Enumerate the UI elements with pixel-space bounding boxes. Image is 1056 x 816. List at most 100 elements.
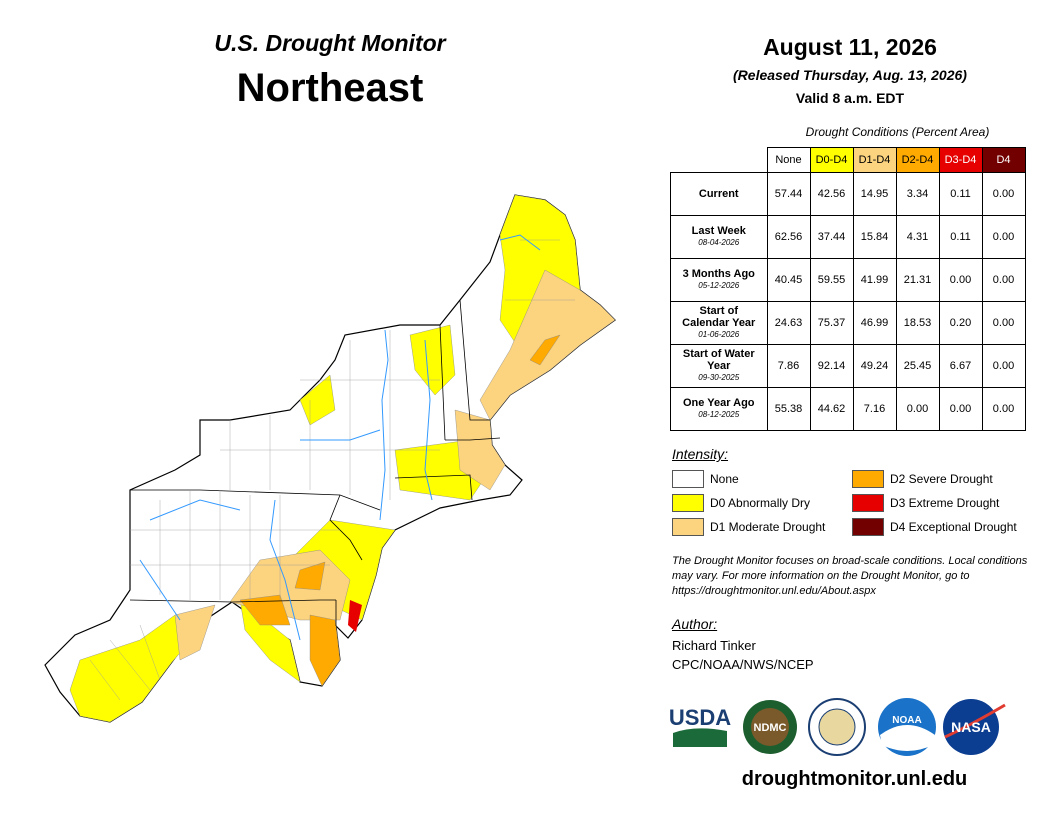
- table-row: Start of Calendar Year 01-06-2026 24.63 75.…: [670, 301, 1026, 345]
- row-label: Start of Water Year 09-30-2025: [670, 344, 768, 388]
- column-header: None: [766, 147, 811, 173]
- cell: 25.45: [895, 344, 940, 388]
- row-name: 3 Months Ago: [682, 268, 755, 280]
- legend-label: None: [710, 472, 739, 486]
- cell: 0.00: [981, 258, 1026, 302]
- cell: 15.84: [852, 215, 897, 259]
- cell: 40.45: [766, 258, 811, 302]
- legend-item: D4 Exceptional Drought: [852, 518, 1017, 536]
- cell: 57.44: [766, 172, 811, 216]
- row-label: Last Week 08-04-2026: [670, 215, 768, 259]
- cell: 7.86: [766, 344, 811, 388]
- cell: 75.37: [809, 301, 854, 345]
- cell: 41.99: [852, 258, 897, 302]
- column-header: D4: [981, 147, 1026, 173]
- cell: 4.31: [895, 215, 940, 259]
- legend-label: D2 Severe Drought: [890, 472, 993, 486]
- cell: 21.31: [895, 258, 940, 302]
- row-date: 08-04-2026: [698, 238, 740, 247]
- row-label: One Year Ago 08-12-2025: [670, 387, 768, 431]
- cell: 0.00: [981, 387, 1026, 431]
- author-org: CPC/NOAA/NWS/NCEP: [672, 657, 814, 672]
- legend-swatch: [672, 470, 704, 488]
- cell: 6.67: [938, 344, 983, 388]
- cell: 18.53: [895, 301, 940, 345]
- d3-area: [348, 600, 362, 632]
- legend-swatch: [672, 518, 704, 536]
- legend-swatch: [852, 470, 884, 488]
- cell: 0.00: [981, 301, 1026, 345]
- logo-text: USDA: [669, 705, 731, 730]
- table-row: Start of Water Year 09-30-2025 7.86 92.14 49…: [670, 344, 1026, 388]
- author-name: Richard Tinker: [672, 638, 756, 653]
- legend-item: D2 Severe Drought: [852, 470, 993, 488]
- row-date: 08-12-2025: [698, 410, 740, 419]
- author-title: Author:: [672, 616, 718, 632]
- map: [44, 194, 616, 723]
- cell: 0.20: [938, 301, 983, 345]
- legend-item: None: [672, 470, 739, 488]
- table-row: Last Week 08-04-2026 62.56 37.44 15.84 4.31 0.…: [670, 215, 1026, 259]
- row-label: 3 Months Ago 05-12-2026: [670, 258, 768, 302]
- row-name: Last Week: [691, 225, 746, 237]
- cell: 42.56: [809, 172, 854, 216]
- logos: USDA NDMC NOAA NASA: [669, 698, 1006, 756]
- cell: 37.44: [809, 215, 854, 259]
- corner: [671, 148, 768, 173]
- cell: 92.14: [809, 344, 854, 388]
- legend-item: D1 Moderate Drought: [672, 518, 825, 536]
- row-label: Current: [670, 172, 768, 216]
- conditions-table: None D0-D4 D1-D4 D2-D4 D3-D4 D4 Current 57.44 42…: [670, 147, 1026, 431]
- cell: 7.16: [852, 387, 897, 431]
- release-date: (Released Thursday, Aug. 13, 2026): [733, 67, 967, 83]
- table-row: One Year Ago 08-12-2025 55.38 44.62 7.16 0.00…: [670, 387, 1026, 431]
- header-row: None D0-D4 D1-D4 D2-D4 D3-D4 D4: [671, 147, 1026, 173]
- d2-areas: [239, 334, 561, 687]
- cell: 0.00: [981, 344, 1026, 388]
- table-row: Current 57.44 42.56 14.95 3.34 0.11 0.00: [670, 172, 1026, 216]
- legend-label: D3 Extreme Drought: [890, 496, 1000, 510]
- legend-swatch: [672, 494, 704, 512]
- cell: 0.11: [938, 215, 983, 259]
- row-name: Current: [698, 188, 739, 200]
- cell: 62.56: [766, 215, 811, 259]
- cell: 49.24: [852, 344, 897, 388]
- column-header: D3-D4: [938, 147, 983, 173]
- county-lines: [89, 239, 575, 701]
- row-name: One Year Ago: [682, 397, 755, 409]
- cell: 3.34: [895, 172, 940, 216]
- cell: 0.00: [938, 387, 983, 431]
- legend-title: Intensity:: [672, 446, 729, 462]
- cell: 0.11: [938, 172, 983, 216]
- cell: 0.00: [895, 387, 940, 431]
- cell: 44.62: [809, 387, 854, 431]
- table-row: 3 Months Ago 05-12-2026 40.45 59.55 41.99 21.…: [670, 258, 1026, 302]
- url: droughtmonitor.unl.edu: [741, 768, 968, 790]
- valid-time: Valid 8 a.m. EDT: [795, 90, 905, 106]
- row-name: Start of Calendar Year: [682, 305, 756, 329]
- row-date: 09-30-2025: [698, 373, 740, 382]
- cell: 55.38: [766, 387, 811, 431]
- cell: 0.00: [981, 215, 1026, 259]
- row-date: 01-06-2026: [698, 330, 740, 339]
- state-lines: [129, 299, 501, 626]
- cell: 59.55: [809, 258, 854, 302]
- logo-text: NDMC: [754, 722, 787, 734]
- date-title: August 11, 2026: [763, 34, 937, 60]
- row-date: 05-12-2026: [698, 281, 740, 290]
- rivers: [139, 234, 541, 641]
- cell: 24.63: [766, 301, 811, 345]
- legend-label: D0 Abnormally Dry: [710, 496, 811, 510]
- row-label: Start of Calendar Year 01-06-2026: [670, 301, 768, 345]
- cell: 0.00: [981, 172, 1026, 216]
- legend-label: D1 Moderate Drought: [710, 520, 826, 534]
- legend-item: D0 Abnormally Dry: [672, 494, 810, 512]
- legend: None D0 Abnormally Dry D1 Moderate Drought…: [672, 470, 1052, 540]
- table-caption: Drought Conditions (Percent Area): [805, 125, 990, 139]
- column-header: D2-D4: [895, 147, 940, 173]
- cell: 14.95: [852, 172, 897, 216]
- cell: 46.99: [852, 301, 897, 345]
- legend-swatch: [852, 518, 884, 536]
- column-header: D0-D4: [809, 147, 854, 173]
